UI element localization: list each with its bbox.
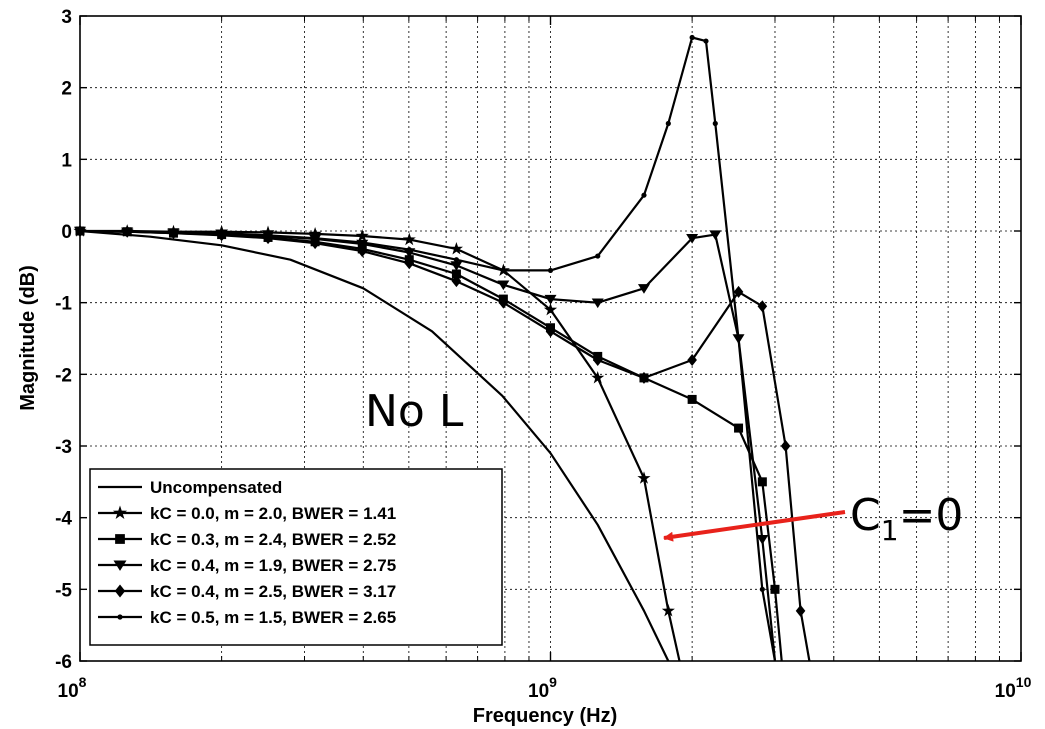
marker-star — [355, 229, 369, 242]
marker-x — [219, 230, 225, 236]
marker-x — [712, 120, 718, 127]
y-tick-label: -2 — [55, 365, 72, 386]
marker-triangle — [497, 280, 510, 291]
series-0 — [79, 229, 670, 662]
marker-square — [770, 584, 780, 594]
legend-label: kC = 0.3, m = 2.4, BWER = 2.52 — [150, 530, 396, 549]
marker-x — [641, 192, 647, 198]
y-tick-label: -6 — [55, 652, 72, 673]
marker-x — [703, 38, 709, 44]
legend-item: kC = 0.5, m = 1.5, BWER = 2.65 — [98, 608, 396, 627]
marker-square — [734, 423, 744, 433]
marker-x — [500, 267, 506, 274]
annotation-c1: C1=0 — [663, 490, 963, 547]
marker-square — [687, 394, 697, 404]
annotation-c1-label: C1=0 — [850, 490, 963, 547]
marker-star — [261, 225, 275, 238]
marker-triangle — [686, 233, 699, 244]
marker-triangle — [637, 284, 650, 294]
marker-x — [595, 253, 601, 259]
x-tick-label: 109 — [528, 674, 557, 702]
marker-x — [665, 120, 671, 127]
y-tick-label: 0 — [61, 222, 72, 243]
series-line — [79, 229, 670, 662]
marker-star — [661, 603, 675, 617]
legend: Uncompensated kC = 0.0, m = 2.0, BWER = 1… — [89, 468, 503, 646]
y-ticks: 3 2 1 0 -1 -2 -3 -4 -5 -6 — [55, 7, 1021, 673]
legend-label: kC = 0.5, m = 1.5, BWER = 2.65 — [150, 608, 396, 627]
marker-diamond — [310, 237, 320, 250]
marker-x — [453, 257, 460, 263]
series-5 — [77, 34, 777, 662]
marker-square — [451, 269, 461, 279]
marker-star — [637, 471, 651, 484]
annotation-no-l: No L — [365, 386, 464, 437]
y-tick-label: -5 — [55, 580, 72, 601]
legend-label: kC = 0.4, m = 2.5, BWER = 3.17 — [150, 582, 396, 601]
marker-x — [265, 232, 271, 238]
marker-triangle — [591, 298, 604, 309]
marker-diamond — [795, 604, 806, 617]
marker-diamond — [545, 325, 556, 338]
y-tick-label: -3 — [55, 437, 72, 458]
marker-diamond — [404, 257, 415, 270]
marker-diamond — [639, 371, 649, 384]
x-tick-label: 108 — [58, 674, 87, 702]
y-tick-label: -4 — [55, 509, 72, 530]
marker-diamond — [780, 440, 791, 452]
annotation-arrow — [663, 510, 846, 542]
marker-triangle — [756, 534, 769, 545]
legend-item: Uncompensated — [98, 478, 282, 497]
legend-item: kC = 0.3, m = 2.4, BWER = 2.52 — [98, 530, 396, 549]
marker-triangle — [544, 294, 557, 305]
marker-diamond — [733, 285, 744, 298]
y-tick-label: 1 — [61, 150, 72, 171]
marker-square — [757, 477, 767, 487]
x-ticks: 108 109 1010 — [58, 16, 1032, 702]
marker-x — [759, 586, 765, 592]
x-tick-label: 1010 — [995, 674, 1032, 702]
legend-box — [89, 468, 503, 646]
y-tick-label: 2 — [61, 79, 72, 100]
legend-items: Uncompensated kC = 0.0, m = 2.0, BWER = 1… — [98, 478, 396, 627]
marker-x — [689, 34, 695, 41]
marker-star — [112, 505, 128, 519]
marker-diamond — [451, 275, 462, 288]
marker-star — [591, 371, 605, 384]
marker-triangle — [113, 560, 127, 571]
marker-x — [359, 239, 365, 246]
marker-diamond — [114, 584, 126, 598]
marker-star — [308, 227, 322, 240]
legend-label: kC = 0.4, m = 1.9, BWER = 2.75 — [150, 556, 396, 575]
legend-item: kC = 0.4, m = 1.9, BWER = 2.75 — [98, 556, 396, 575]
legend-item: kC = 0.0, m = 2.0, BWER = 1.41 — [98, 504, 396, 523]
marker-diamond — [498, 296, 509, 309]
y-axis-label: Magnitude (dB) — [17, 265, 39, 411]
marker-diamond — [357, 245, 368, 258]
marker-x — [735, 335, 742, 342]
legend-label: kC = 0.0, m = 2.0, BWER = 1.41 — [150, 504, 396, 523]
marker-diamond — [757, 300, 768, 313]
marker-x — [312, 235, 318, 241]
marker-x — [406, 247, 412, 253]
marker-star — [543, 302, 558, 316]
marker-x — [124, 229, 130, 235]
x-axis-label: Frequency (Hz) — [473, 705, 617, 727]
marker-star — [402, 232, 416, 246]
marker-x — [117, 614, 123, 620]
marker-diamond — [687, 354, 697, 366]
y-tick-label: -1 — [55, 294, 72, 315]
series-line — [79, 36, 777, 662]
marker-triangle — [450, 261, 463, 271]
marker-diamond — [592, 354, 603, 366]
marker-x — [547, 267, 554, 274]
legend-label: Uncompensated — [150, 478, 282, 497]
marker-star — [449, 242, 463, 255]
marker-triangle — [709, 230, 722, 240]
marker-x — [170, 229, 177, 236]
legend-item: kC = 0.4, m = 2.5, BWER = 3.17 — [98, 582, 396, 601]
marker-square — [115, 534, 125, 544]
y-tick-label: 3 — [61, 7, 72, 28]
